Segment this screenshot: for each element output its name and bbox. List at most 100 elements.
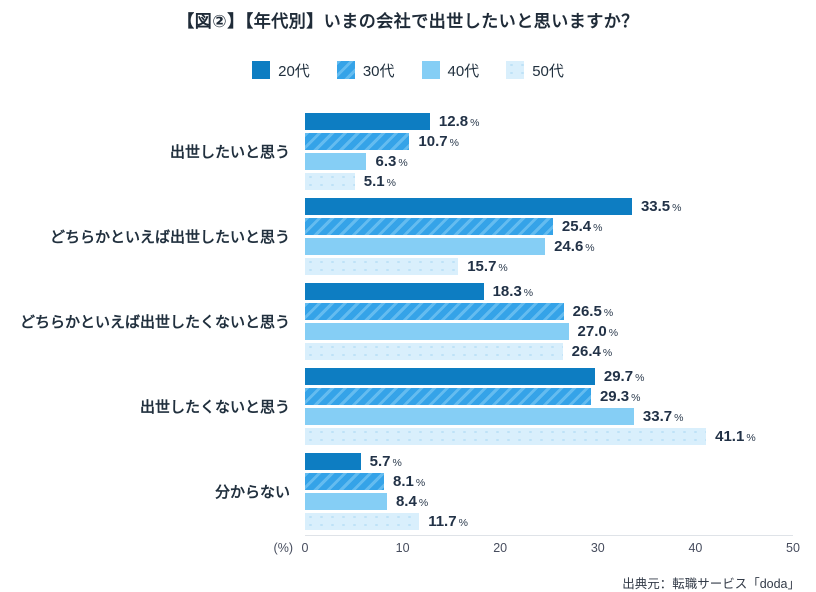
legend-label-30s: 30代 xyxy=(362,62,395,80)
legend-item-40s: 40代 xyxy=(421,60,480,81)
bar-row: 41.1% xyxy=(305,428,793,445)
category-group-4: 出世したくないと思う 29.7% 29.3% 33.7% 41.1% xyxy=(0,368,816,445)
value-label: 29.3% xyxy=(599,388,641,405)
bar-set: 33.5% 25.4% 24.6% 15.7% xyxy=(305,198,793,275)
bar-row: 26.4% xyxy=(305,343,793,360)
bar-row: 5.7% xyxy=(305,453,793,470)
value-label: 5.1% xyxy=(363,173,396,190)
bar-set: 5.7% 8.1% 8.4% 11.7% xyxy=(305,453,793,530)
bar-row: 6.3% xyxy=(305,153,793,170)
category-group-5: 分からない 5.7% 8.1% 8.4% 11.7% xyxy=(0,453,816,530)
bar-group4-40s xyxy=(305,408,634,425)
bar-group5-40s xyxy=(305,493,387,510)
category-label: どちらかといえば出世したくないと思う xyxy=(19,314,290,331)
bar-set: 29.7% 29.3% 33.7% 41.1% xyxy=(305,368,793,445)
bar-group3-30s xyxy=(305,303,564,320)
value-label: 29.7% xyxy=(603,368,645,385)
bar-group1-30s xyxy=(305,133,410,150)
bar-row: 11.7% xyxy=(305,513,793,530)
legend-swatch-30s xyxy=(336,61,355,79)
bar-group2-50s xyxy=(305,258,459,275)
value-label: 33.5% xyxy=(640,198,682,215)
legend-label-20s: 20代 xyxy=(278,62,310,80)
category-group-1: 出世したいと思う 12.8% 10.7% 6.3% 5.1% xyxy=(0,113,816,190)
bar-row: 8.4% xyxy=(305,493,793,510)
bar-row: 10.7% xyxy=(305,133,793,150)
category-label: 分からない xyxy=(214,484,290,501)
bar-chart: 出世したいと思う 12.8% 10.7% 6.3% 5.1% どちらかといえば出… xyxy=(0,113,816,530)
value-label: 10.7% xyxy=(418,133,459,150)
bar-row: 25.4% xyxy=(305,218,793,235)
value-label: 41.1% xyxy=(715,428,756,445)
value-label: 26.5% xyxy=(572,303,614,320)
legend-item-20s: 20代 xyxy=(252,60,310,81)
value-label: 26.4% xyxy=(571,343,613,360)
value-label: 5.7% xyxy=(369,453,402,470)
bar-group2-40s xyxy=(305,238,546,255)
x-axis-tick: 0 xyxy=(301,541,309,555)
category-group-2: どちらかといえば出世したいと思う 33.5% 25.4% 24.6% 15.7% xyxy=(0,198,816,275)
bar-group1-20s xyxy=(305,113,430,130)
legend-label-50s: 50代 xyxy=(532,62,564,80)
bar-group4-30s xyxy=(305,388,591,405)
value-label: 8.1% xyxy=(393,473,426,490)
bar-row: 33.5% xyxy=(305,198,793,215)
bar-group4-20s xyxy=(305,368,595,385)
page-title: 【図②】【年代別】いまの会社で出世したいと思いますか？ xyxy=(177,12,639,31)
value-label: 33.7% xyxy=(642,408,684,425)
legend: 20代 30代 40代 50代 xyxy=(0,58,816,82)
bar-group3-20s xyxy=(305,283,484,300)
legend-item-50s: 50代 xyxy=(506,60,564,81)
bar-row: 24.6% xyxy=(305,238,793,255)
bar-row: 15.7% xyxy=(305,258,793,275)
category-group-3: どちらかといえば出世したくないと思う 18.3% 26.5% 27.0% 26.… xyxy=(0,283,816,360)
x-axis-unit-label: (%) xyxy=(273,541,293,555)
bar-row: 29.7% xyxy=(305,368,793,385)
value-label: 25.4% xyxy=(561,218,603,235)
x-axis: (%) 0 10 20 30 40 50 xyxy=(274,535,800,560)
x-axis-tick: 20 xyxy=(493,541,508,555)
category-label: どちらかといえば出世したいと思う xyxy=(49,229,290,246)
legend-swatch-20s xyxy=(252,61,271,79)
bar-row: 26.5% xyxy=(305,303,793,320)
x-axis-tick: 40 xyxy=(688,541,703,555)
bar-row: 33.7% xyxy=(305,408,793,425)
value-label: 18.3% xyxy=(492,283,534,300)
bar-row: 12.8% xyxy=(305,113,793,130)
category-label: 出世したいと思う xyxy=(169,144,290,161)
legend-swatch-50s xyxy=(506,61,525,79)
legend-swatch-40s xyxy=(421,61,440,79)
bar-group3-40s xyxy=(305,323,569,340)
x-axis-tick: 10 xyxy=(395,541,410,555)
bar-row: 18.3% xyxy=(305,283,793,300)
bar-row: 5.1% xyxy=(305,173,793,190)
bar-set: 12.8% 10.7% 6.3% 5.1% xyxy=(305,113,793,190)
bar-set: 18.3% 26.5% 27.0% 26.4% xyxy=(305,283,793,360)
bar-group3-50s xyxy=(305,343,563,360)
x-axis-tick: 50 xyxy=(786,541,800,555)
source-attribution: 出典元：転職サービス「doda」 xyxy=(622,577,800,591)
bar-group1-40s xyxy=(305,153,367,170)
value-label: 27.0% xyxy=(577,323,619,340)
value-label: 15.7% xyxy=(467,258,508,275)
bar-group5-30s xyxy=(305,473,385,490)
legend-item-30s: 30代 xyxy=(336,60,395,81)
value-label: 6.3% xyxy=(375,153,408,170)
value-label: 24.6% xyxy=(554,238,595,255)
value-label: 11.7% xyxy=(428,513,468,530)
bar-group5-20s xyxy=(305,453,361,470)
bar-group2-30s xyxy=(305,218,553,235)
bar-group2-20s xyxy=(305,198,632,215)
legend-label-40s: 40代 xyxy=(447,62,480,80)
bar-group1-50s xyxy=(305,173,355,190)
category-label: 出世したくないと思う xyxy=(139,399,290,416)
x-axis-tick: 30 xyxy=(590,541,605,555)
bar-group5-50s xyxy=(305,513,420,530)
bar-row: 27.0% xyxy=(305,323,793,340)
value-label: 12.8% xyxy=(438,113,480,130)
bar-group4-50s xyxy=(305,428,707,445)
value-label: 8.4% xyxy=(395,493,429,510)
bar-row: 29.3% xyxy=(305,388,793,405)
bar-row: 8.1% xyxy=(305,473,793,490)
